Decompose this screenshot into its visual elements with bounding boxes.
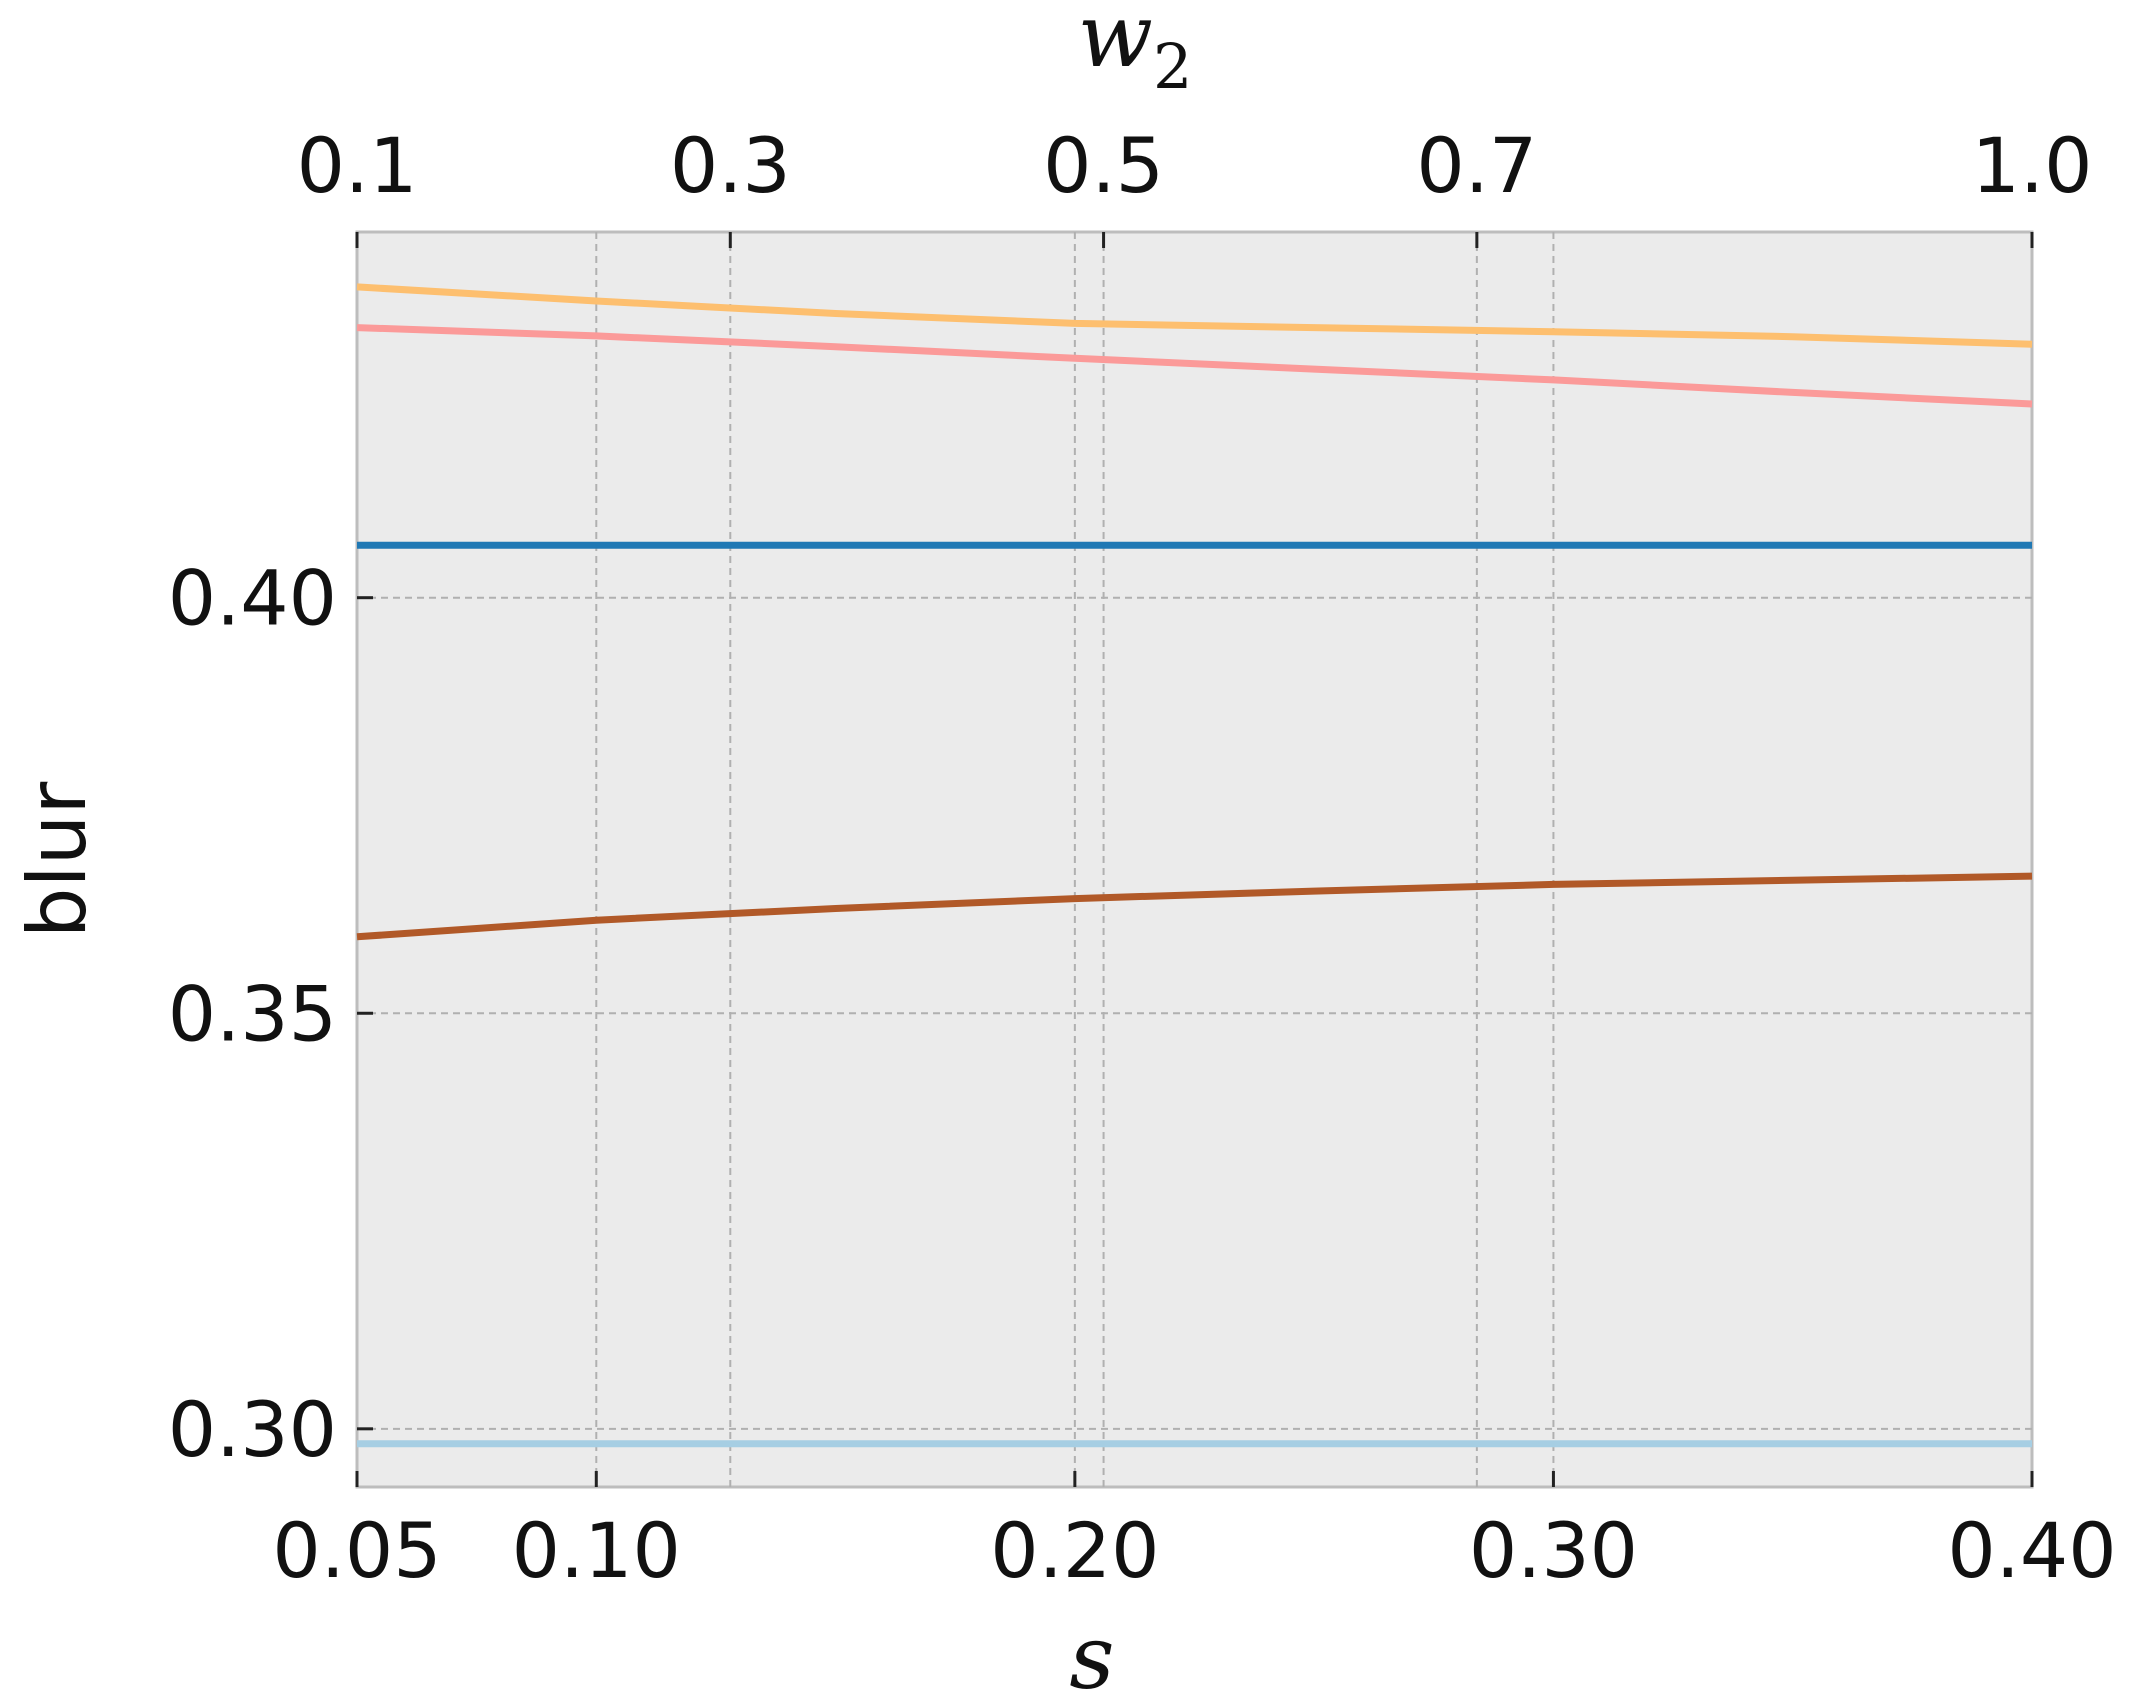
top-x-tick-label: 1.0 (1972, 121, 2093, 210)
top-axis-title-subscript: 2 (1153, 30, 1192, 103)
series-lines (356, 283, 2033, 1448)
tick-labels: 0.05 0.10 0.20 0.30 0.40 0.1 0.3 0.5 0.7 1.0 0.30 0… (168, 121, 2117, 1595)
y-tick-label: 0.30 (168, 1385, 337, 1474)
plot-background (355, 230, 2034, 1489)
series-line-4 (356, 872, 2033, 941)
x-tick-label: 0.10 (512, 1506, 681, 1595)
top-x-tick-label: 0.7 (1416, 121, 1537, 210)
x-tick-label: 0.40 (1947, 1506, 2116, 1595)
x-tick-label: 0.20 (990, 1506, 1159, 1595)
series-line-1 (356, 283, 2033, 348)
y-tick-label: 0.35 (168, 969, 337, 1058)
x-tick-label: 0.30 (1469, 1506, 1638, 1595)
x-axis-title: s (1069, 1606, 1114, 1702)
top-x-tick-label: 0.3 (670, 121, 791, 210)
x-tick-label: 0.05 (272, 1506, 441, 1595)
grid-lines (357, 232, 2032, 1487)
y-axis-title: blur (11, 782, 104, 939)
top-x-tick-label: 0.1 (297, 121, 418, 210)
top-axis-title: w2 (1078, 0, 1193, 103)
y-tick-label: 0.40 (168, 554, 337, 643)
axis-ticks (355, 232, 2034, 1487)
top-axis-title-base: w (1078, 0, 1153, 87)
series-line-2 (356, 324, 2033, 408)
top-x-tick-label: 0.5 (1043, 121, 1164, 210)
